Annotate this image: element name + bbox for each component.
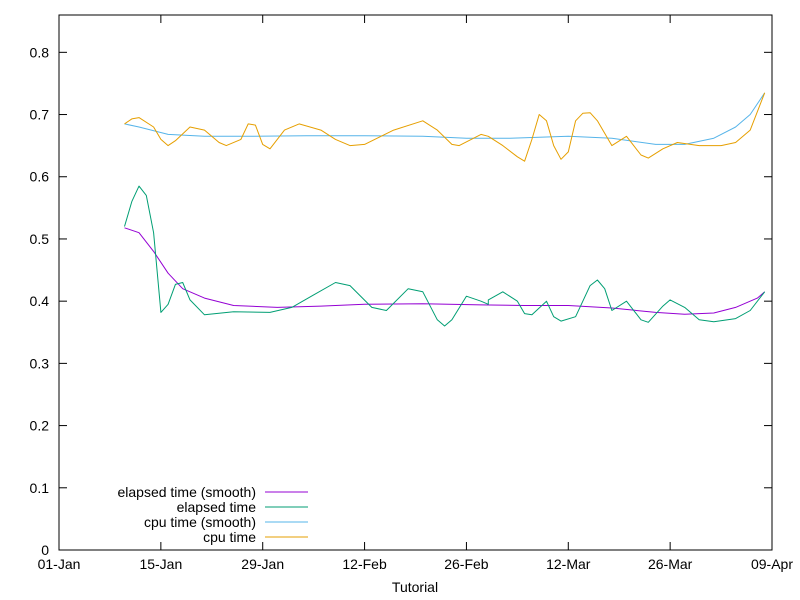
x-axis: 01-Jan 15-Jan 29-Jan 12-Feb 26-Feb 12-Mar 26-M…: [38, 15, 793, 572]
x-tick-label: 12-Mar: [546, 556, 591, 572]
legend-label: cpu time: [203, 529, 256, 545]
series-line-2: [124, 92, 766, 145]
y-tick-label: 0.3: [30, 355, 50, 371]
series-line-3: [124, 92, 766, 162]
legend-label: cpu time (smooth): [144, 514, 256, 530]
y-tick-label: 0.5: [30, 231, 50, 247]
plot-frame: [58, 14, 773, 551]
x-tick-label: 29-Jan: [241, 556, 284, 572]
y-tick-label: 0.8: [30, 44, 50, 60]
x-tick-label: 26-Feb: [444, 556, 489, 572]
legend-label: elapsed time: [177, 499, 257, 515]
legend-label: elapsed time (smooth): [117, 484, 256, 500]
y-tick-label: 0.4: [30, 293, 50, 309]
x-tick-label: 01-Jan: [38, 556, 81, 572]
series-line-1: [124, 185, 766, 327]
y-tick-label: 0.6: [30, 169, 50, 185]
x-tick-label: 12-Feb: [342, 556, 387, 572]
y-tick-label: 0.2: [30, 418, 50, 434]
y-tick-label: 0: [41, 542, 49, 558]
y-axis: 0 0.1 0.2 0.3 0.4 0.5 0.6 0.7 0.8: [30, 44, 772, 558]
y-tick-label: 0.1: [30, 480, 50, 496]
series-layer: [124, 92, 766, 327]
y-tick-label: 0.7: [30, 107, 50, 123]
x-tick-label: 15-Jan: [139, 556, 182, 572]
x-tick-label: 26-Mar: [648, 556, 693, 572]
x-axis-label: Tutorial: [392, 579, 438, 595]
x-tick-label: 09-Apr: [751, 556, 793, 572]
series-line-0: [124, 227, 766, 315]
